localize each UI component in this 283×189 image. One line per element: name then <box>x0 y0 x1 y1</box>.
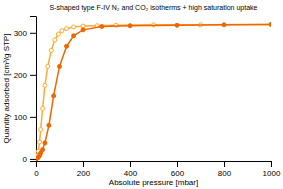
tick-label: 200 <box>14 71 28 80</box>
point <box>58 64 62 68</box>
point <box>52 94 56 98</box>
line <box>36 24 271 158</box>
point <box>43 83 47 87</box>
axis-line <box>37 162 272 168</box>
series <box>36 22 271 160</box>
point <box>65 27 69 31</box>
tick: 200 <box>77 161 91 178</box>
tick-label: 800 <box>218 169 232 178</box>
tick-mark <box>30 117 36 118</box>
series <box>36 22 271 160</box>
line <box>36 24 271 158</box>
tick-label: 200 <box>77 169 91 178</box>
point <box>56 32 60 36</box>
point <box>47 123 51 127</box>
point <box>72 34 76 38</box>
tick-mark <box>224 161 225 167</box>
series-area <box>36 22 271 160</box>
point <box>222 23 226 27</box>
point <box>269 22 271 26</box>
tick-label: 300 <box>14 29 28 38</box>
y-axis-title: Quantity adsorbed [cm³/g STP] <box>2 34 11 144</box>
tick-mark <box>30 75 36 76</box>
point <box>60 29 64 33</box>
point <box>41 106 45 110</box>
point <box>43 141 47 145</box>
tick-mark <box>271 161 272 167</box>
tick-mark <box>177 161 178 167</box>
tick-mark <box>30 33 36 34</box>
chart: 0 200 400 600 800 1000 0 100 200 300 S-shaped type… <box>0 0 283 189</box>
point <box>41 148 45 152</box>
tick: 200 <box>14 71 36 80</box>
tick-mark <box>130 161 131 167</box>
tick: 0 <box>23 155 36 164</box>
tick: 100 <box>14 113 36 122</box>
tick: 300 <box>14 29 36 38</box>
point <box>128 24 132 28</box>
x-axis: 0 200 400 600 800 1000 <box>34 161 281 178</box>
tick-mark <box>83 161 84 167</box>
tick: 0 <box>34 161 39 178</box>
tick: 1000 <box>263 161 281 178</box>
tick-label: 0 <box>34 169 39 178</box>
title: S-shaped type F-IV N₂ and CO₂ isotherms … <box>50 4 258 12</box>
axis-line <box>30 17 37 162</box>
tick-mark <box>30 159 36 160</box>
tick-label: 1000 <box>263 169 281 178</box>
point <box>53 38 57 42</box>
point <box>81 28 85 32</box>
y-axis: 0 100 200 300 <box>14 17 37 164</box>
point <box>269 22 271 26</box>
point <box>49 48 53 52</box>
point <box>65 44 69 48</box>
tick-label: 600 <box>171 169 185 178</box>
point <box>38 140 42 144</box>
tick: 800 <box>218 161 232 178</box>
point <box>100 25 104 29</box>
tick-label: 0 <box>23 155 28 164</box>
tick-label: 100 <box>14 113 28 122</box>
tick: 400 <box>124 161 138 178</box>
point <box>46 64 50 68</box>
tick-label: 400 <box>124 169 138 178</box>
x-axis-title: Absolute pressure [mbar] <box>109 178 198 187</box>
point <box>175 23 179 27</box>
point <box>39 127 43 131</box>
point <box>72 25 76 29</box>
plot: 0 200 400 600 800 1000 0 100 200 300 <box>14 17 281 178</box>
tick: 600 <box>171 161 185 178</box>
